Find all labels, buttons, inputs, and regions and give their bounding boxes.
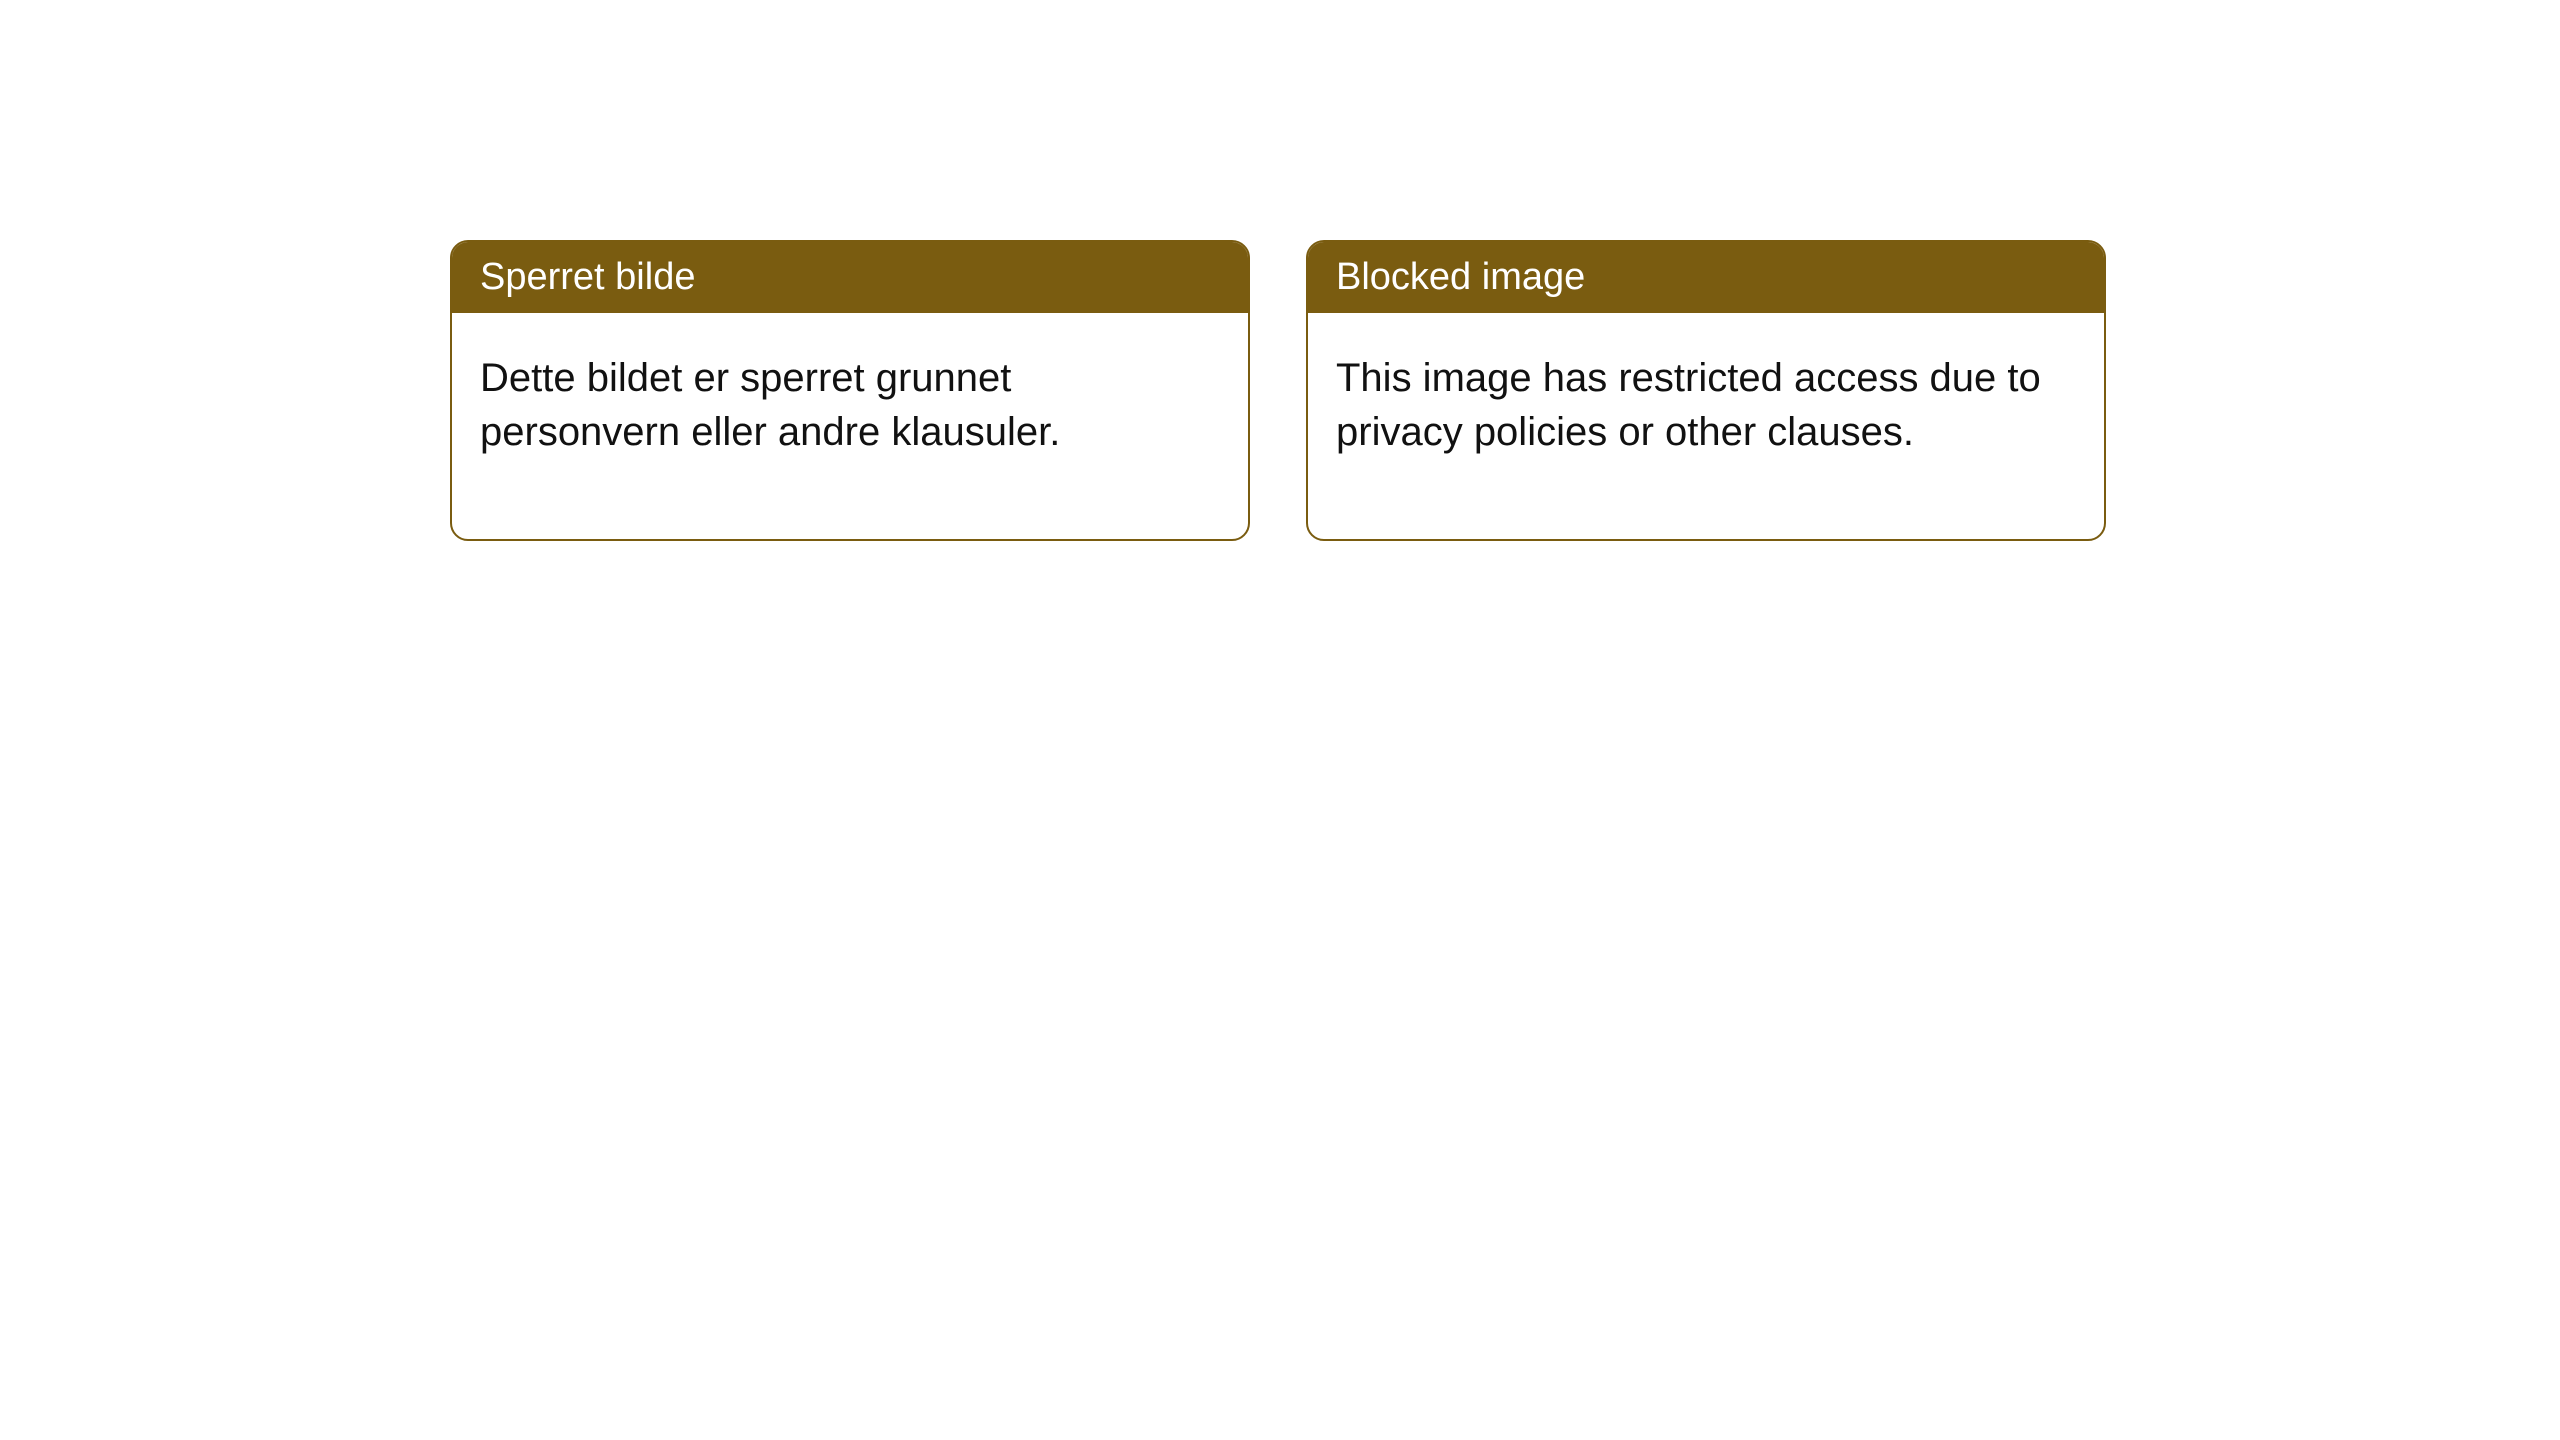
notice-header: Sperret bilde	[452, 242, 1248, 313]
notice-body: Dette bildet er sperret grunnet personve…	[452, 313, 1248, 539]
notice-body: This image has restricted access due to …	[1308, 313, 2104, 539]
notice-text: Dette bildet er sperret grunnet personve…	[480, 356, 1060, 454]
notice-title: Sperret bilde	[480, 256, 695, 298]
notice-container: Sperret bilde Dette bildet er sperret gr…	[450, 240, 2106, 541]
notice-text: This image has restricted access due to …	[1336, 356, 2041, 454]
notice-header: Blocked image	[1308, 242, 2104, 313]
notice-card-norwegian: Sperret bilde Dette bildet er sperret gr…	[450, 240, 1250, 541]
notice-card-english: Blocked image This image has restricted …	[1306, 240, 2106, 541]
notice-title: Blocked image	[1336, 256, 1585, 298]
